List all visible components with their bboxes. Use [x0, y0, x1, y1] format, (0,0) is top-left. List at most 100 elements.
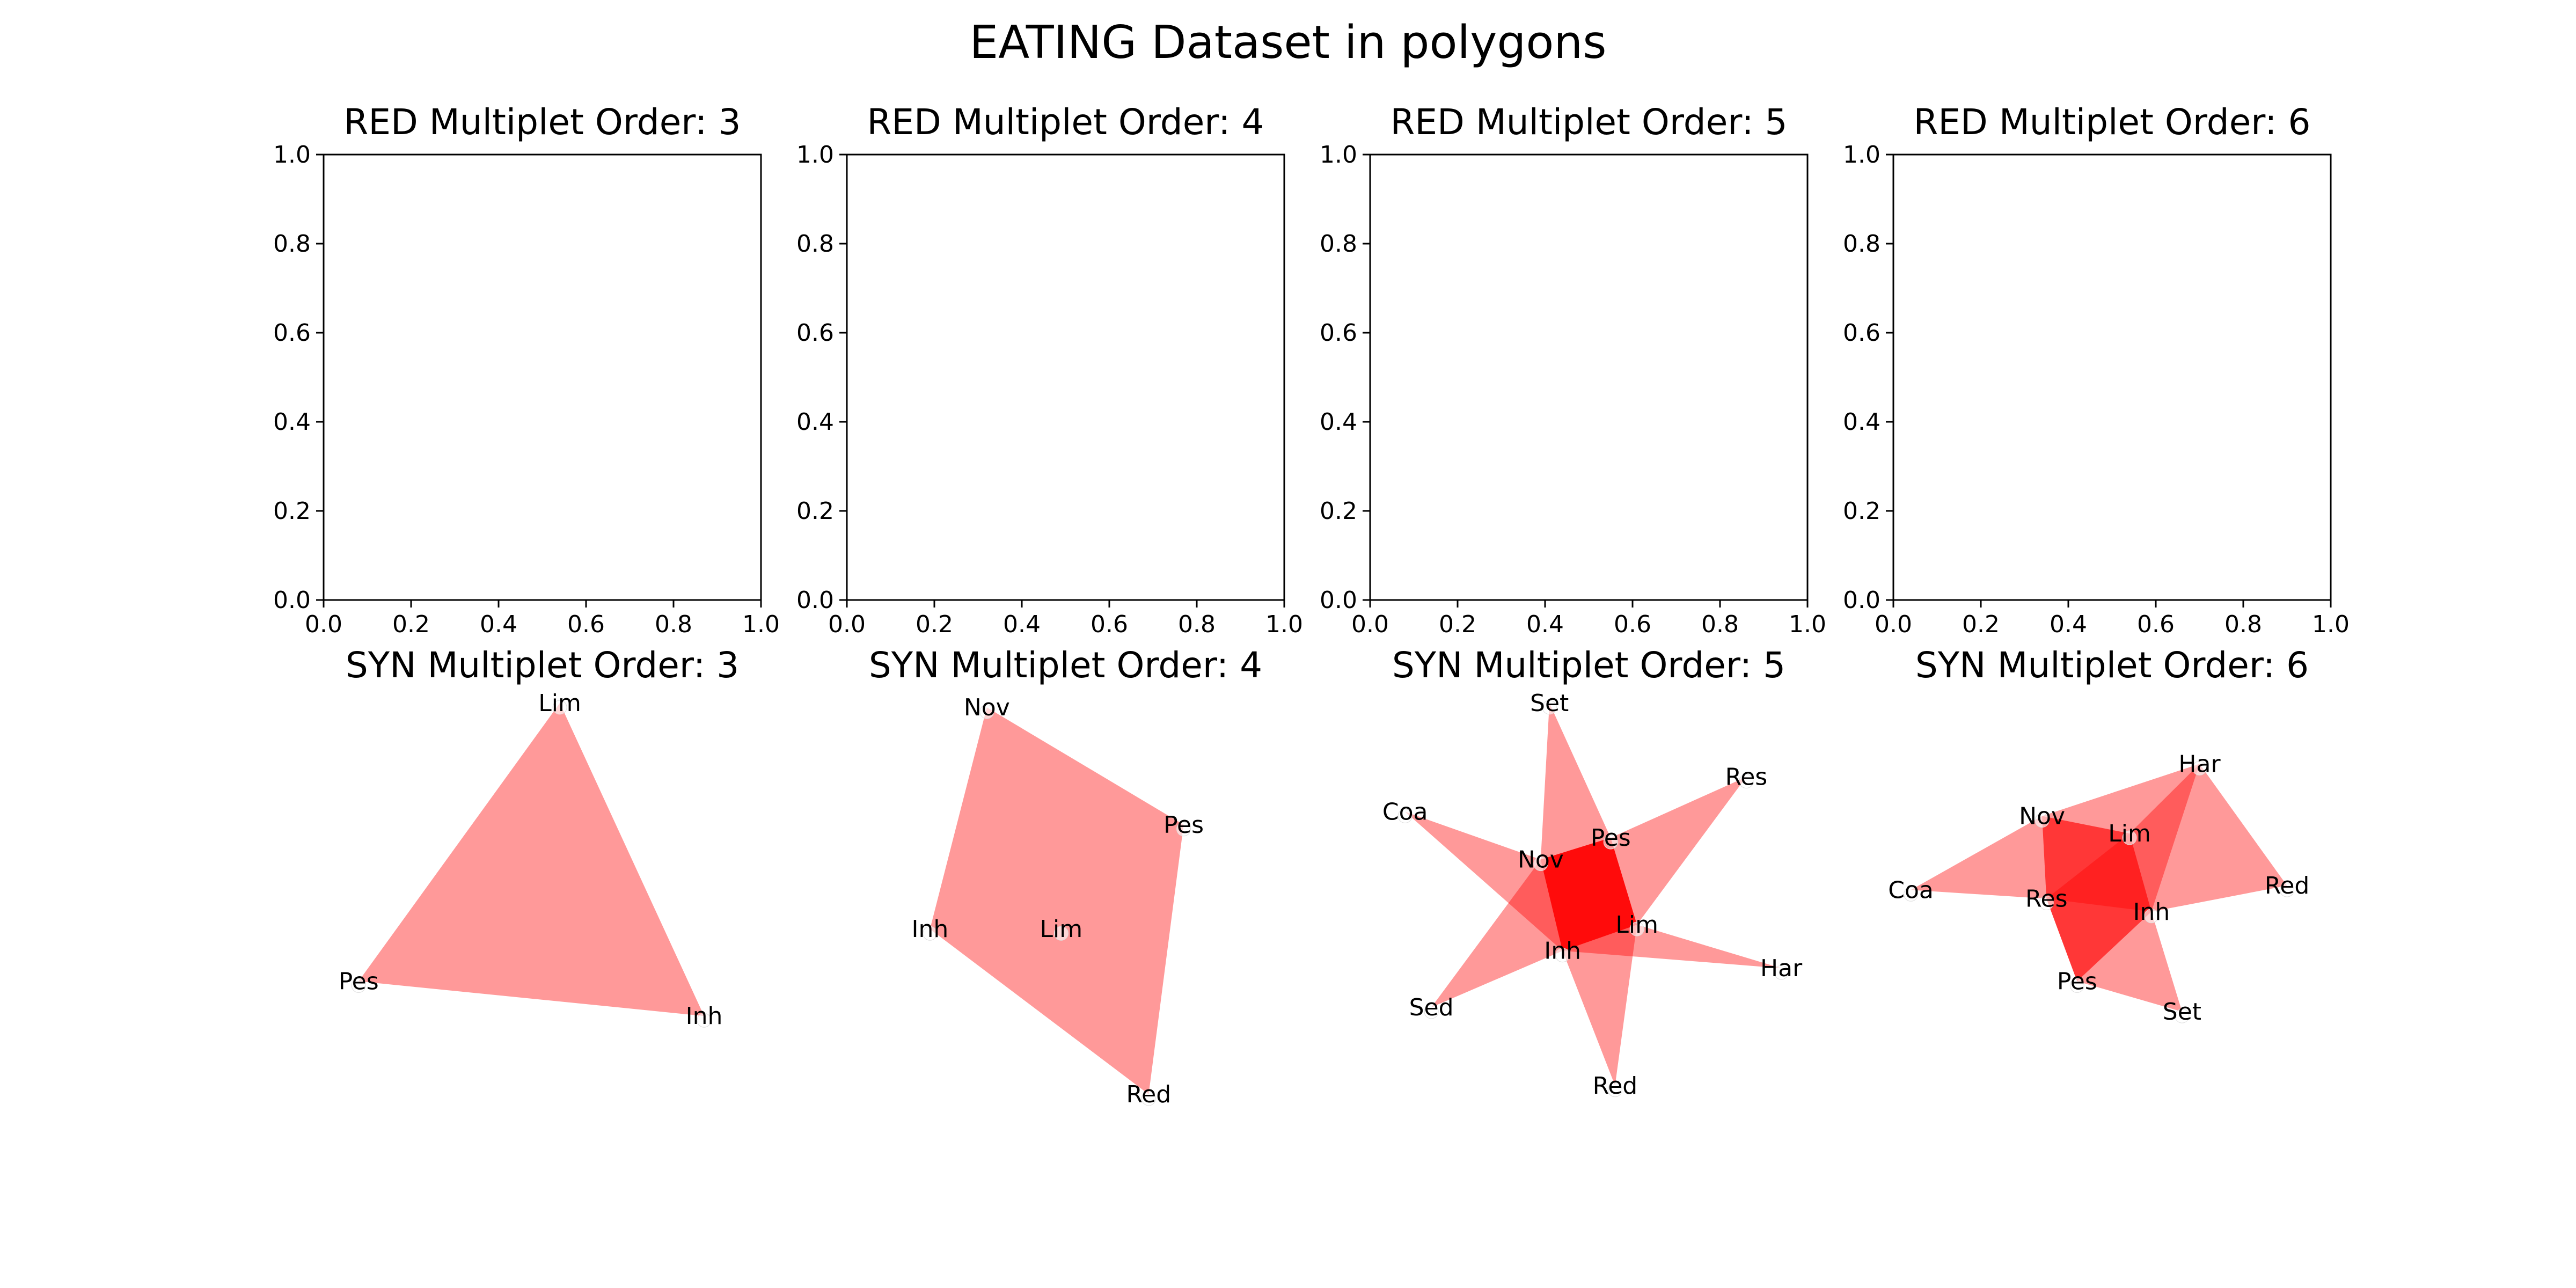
- multiplet-polygon: [1540, 838, 1782, 969]
- node-marker: [1774, 965, 1789, 980]
- panel-6: SYN Multiplet Order: 4 Nov Pes Inh Lim Red: [869, 645, 1262, 1108]
- x-tick-label: 0.6: [1091, 611, 1128, 638]
- x-tick-label: 0.4: [1526, 611, 1564, 638]
- node-label: Coa: [1382, 799, 1428, 826]
- panel-title: RED Multiplet Order: 4: [867, 101, 1264, 143]
- y-tick-label: 0.4: [796, 408, 834, 436]
- panel-3: RED Multiplet Order: 5 0.0 0.2 0.4 0.6 0.8 1.0…: [1320, 101, 1826, 638]
- x-tick-label: 0.8: [1178, 611, 1216, 638]
- axes-frame: [323, 153, 762, 601]
- node-label: Har: [2178, 750, 2221, 778]
- node-marker: [1053, 926, 1069, 941]
- x-tick-label: 0.0: [828, 611, 866, 638]
- panel-title: SYN Multiplet Order: 5: [1392, 645, 1785, 686]
- node-marker: [351, 978, 366, 993]
- y-tick-label: 0.2: [796, 497, 834, 525]
- multiplet-polygon: [1540, 777, 1746, 951]
- x-tick-label: 0.2: [1962, 611, 2000, 638]
- panel-5: SYN Multiplet Order: 3 Lim Pes Inh: [339, 645, 739, 1030]
- axes-frame: [1892, 153, 2332, 601]
- y-tick-label: 1.0: [796, 141, 834, 169]
- multiplet-polygon: [1431, 838, 1637, 1007]
- node-marker: [1739, 774, 1754, 789]
- node-label: Lim: [2108, 820, 2151, 847]
- node-marker: [1141, 1091, 1156, 1106]
- x-tick-label: 1.0: [1265, 611, 1303, 638]
- panel-title: RED Multiplet Order: 5: [1391, 101, 1788, 143]
- y-tick-label: 0.8: [796, 230, 834, 258]
- x-tick-label: 1.0: [2312, 611, 2350, 638]
- node-marker: [1607, 1082, 1622, 1097]
- x-tick-label: 0.2: [916, 611, 953, 638]
- panel-1: RED Multiplet Order: 3 0.0 0.2 0.4 0.6 0.8 1.0…: [273, 101, 780, 638]
- x-tick-label: 0.6: [567, 611, 605, 638]
- node-marker: [1397, 809, 1413, 823]
- node-marker: [552, 700, 567, 715]
- panel-4: RED Multiplet Order: 6 0.0 0.2 0.4 0.6 0.8 1.0…: [1843, 101, 2350, 638]
- panel-title: SYN Multiplet Order: 6: [1915, 645, 2309, 686]
- node-label: Set: [2163, 998, 2201, 1026]
- multiplet-polygon: [1540, 838, 1637, 1086]
- x-tick-label: 0.0: [1875, 611, 1912, 638]
- node-label: Inh: [1544, 938, 1581, 965]
- node-marker: [2039, 896, 2054, 910]
- node-label: Pes: [2057, 968, 2097, 995]
- node-label: Pes: [339, 968, 379, 995]
- node-label: Har: [1760, 955, 1803, 982]
- multiplet-polygon: [1405, 811, 1637, 951]
- y-tick-label: 0.0: [273, 587, 311, 614]
- y-tick-label: 0.8: [273, 230, 311, 258]
- node-label: Inh: [2133, 898, 2170, 926]
- y-tick-label: 0.4: [1843, 408, 1880, 436]
- node-label: Res: [1725, 764, 1768, 791]
- y-tick-label: 1.0: [273, 141, 311, 169]
- y-tick-label: 1.0: [1843, 141, 1880, 169]
- panels-group: RED Multiplet Order: 3 0.0 0.2 0.4 0.6 0.8 1.0…: [273, 101, 2350, 1108]
- x-tick-label: 0.6: [2137, 611, 2175, 638]
- x-tick-label: 0.8: [1701, 611, 1739, 638]
- node-marker: [1555, 948, 1570, 963]
- node-label: Res: [2025, 885, 2068, 913]
- axes-frame: [846, 153, 1285, 601]
- panel-title: RED Multiplet Order: 3: [344, 101, 741, 143]
- panel-8: SYN Multiplet Order: 6 Har Nov Lim Red Coa Res…: [1888, 645, 2309, 1026]
- node-label: Lim: [538, 690, 581, 717]
- node-marker: [1603, 835, 1618, 850]
- x-tick-label: 0.4: [2050, 611, 2087, 638]
- node-marker: [923, 926, 938, 941]
- multiplet-polygon: [930, 707, 1184, 1094]
- node-marker: [2144, 909, 2159, 924]
- panel-title: SYN Multiplet Order: 4: [869, 645, 1262, 686]
- x-tick-label: 0.0: [305, 611, 342, 638]
- y-tick-label: 0.2: [1843, 497, 1880, 525]
- panel-title: RED Multiplet Order: 6: [1914, 101, 2311, 143]
- y-tick-label: 0.6: [796, 319, 834, 347]
- multiplet-polygon: [2042, 764, 2287, 912]
- multiplet-polygon: [358, 703, 705, 1016]
- node-label: Lim: [1615, 911, 1658, 939]
- y-tick-label: 1.0: [1320, 141, 1357, 169]
- node-label: Coa: [1888, 876, 1934, 904]
- y-tick-label: 0.4: [1320, 408, 1357, 436]
- node-label: Nov: [964, 694, 1010, 721]
- node-marker: [1629, 921, 1644, 936]
- figure-title: EATING Dataset in polygons: [969, 16, 1606, 69]
- y-tick-label: 0.8: [1843, 230, 1880, 258]
- axes-frame: [1369, 153, 1809, 601]
- node-marker: [697, 1013, 712, 1028]
- multiplet-polygon: [1540, 703, 1637, 951]
- node-marker: [1176, 822, 1191, 837]
- node-marker: [2035, 813, 2050, 828]
- node-label: Set: [1530, 690, 1569, 717]
- node-label: Red: [1593, 1072, 1638, 1100]
- y-tick-label: 0.0: [1320, 587, 1357, 614]
- panel-title: SYN Multiplet Order: 3: [346, 645, 739, 686]
- node-marker: [2192, 760, 2207, 775]
- node-marker: [1542, 700, 1557, 715]
- y-tick-label: 0.8: [1320, 230, 1357, 258]
- panel-7: SYN Multiplet Order: 5 Set Res Coa Pes Nov Lim…: [1382, 645, 1803, 1100]
- node-marker: [1904, 887, 1919, 902]
- node-marker: [1533, 857, 1548, 872]
